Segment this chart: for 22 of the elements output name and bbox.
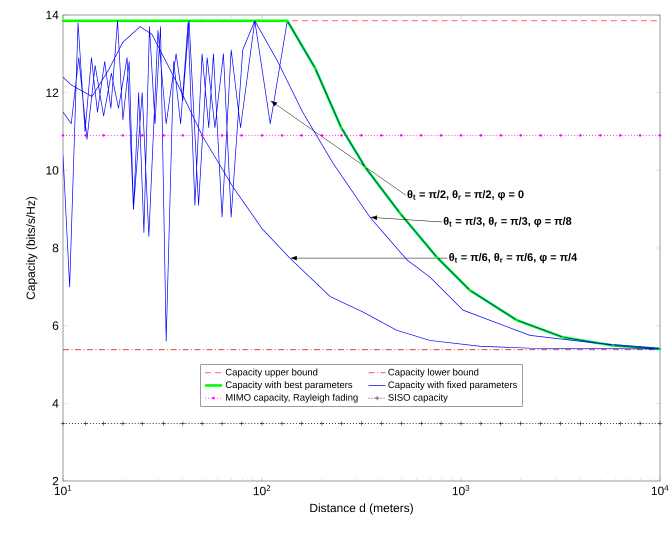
legend-label: Capacity upper bound bbox=[226, 368, 318, 378]
y-tick-label: 2 bbox=[52, 476, 58, 486]
annotation: θ$_{t}$ = π/3, θ$_{r}$ = π/3, φ = π/8 bbox=[444, 216, 572, 228]
legend-label: Capacity lower bound bbox=[388, 368, 478, 378]
y-axis-title: Capacity (bits/s/Hz) bbox=[26, 196, 38, 300]
x-tick-label: 10$^{1}$ bbox=[54, 485, 72, 496]
legend-label: Capacity with fixed parameters bbox=[388, 381, 517, 390]
legend-label: SISO capacity bbox=[388, 394, 448, 403]
y-tick-label: 12 bbox=[46, 88, 58, 97]
y-tick-label: 6 bbox=[52, 321, 58, 330]
x-tick-label: 10$^{2}$ bbox=[254, 485, 270, 496]
annotation: θ$_{t}$ = π/6, θ$_{r}$ = π/6, φ = π/4 bbox=[449, 252, 578, 264]
y-tick-label: 4 bbox=[52, 399, 58, 408]
legend-label: Capacity with best parameters bbox=[226, 381, 352, 390]
legend-label: MIMO capacity, Rayleigh fading bbox=[226, 394, 358, 403]
y-tick-label: 14 bbox=[46, 10, 58, 20]
x-tick-label: 10$^{3}$ bbox=[452, 485, 470, 496]
x-axis-title: Distance d (meters) bbox=[310, 503, 413, 515]
y-tick-label: 8 bbox=[52, 244, 58, 252]
x-tick-label: 10$^{4}$ bbox=[652, 485, 668, 496]
annotation: θ$_{t}$ = π/2, θ$_{r}$ = π/2, φ = 0 bbox=[407, 190, 524, 200]
y-tick-label: 10 bbox=[46, 166, 58, 175]
